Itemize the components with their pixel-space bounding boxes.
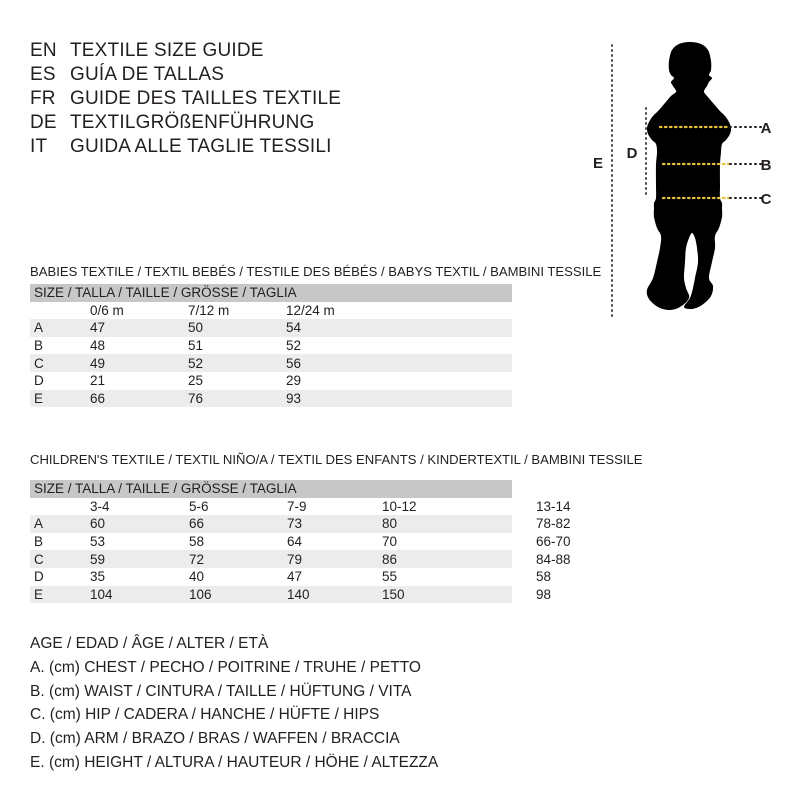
svg-text:D: D (627, 145, 638, 162)
svg-text:B: B (761, 157, 772, 174)
svg-text:A: A (761, 120, 772, 137)
svg-text:E: E (593, 155, 603, 172)
svg-text:C: C (761, 191, 772, 208)
